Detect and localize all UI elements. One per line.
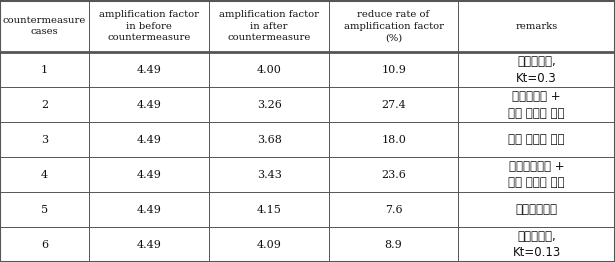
Text: 3.26: 3.26 xyxy=(256,100,282,110)
Text: 8.9: 8.9 xyxy=(385,239,402,249)
Text: 3.68: 3.68 xyxy=(256,135,282,145)
Text: 7.6: 7.6 xyxy=(385,205,402,215)
Text: 1: 1 xyxy=(41,65,48,75)
Text: 6: 6 xyxy=(41,239,48,249)
Text: 4.00: 4.00 xyxy=(256,65,282,75)
Text: 5: 5 xyxy=(41,205,48,215)
Text: amplification factor
in after
countermeasure: amplification factor in after countermea… xyxy=(219,10,319,42)
Text: 4: 4 xyxy=(41,170,48,180)
Text: 4.49: 4.49 xyxy=(137,205,162,215)
Text: 10.9: 10.9 xyxy=(381,65,406,75)
Text: 투과방파제 +
항내 저반사 구조: 투과방파제 + 항내 저반사 구조 xyxy=(509,90,565,119)
Text: 불투과방파제 +
항내 저반사 구조: 불투과방파제 + 항내 저반사 구조 xyxy=(509,160,565,189)
Text: 18.0: 18.0 xyxy=(381,135,406,145)
Text: 23.6: 23.6 xyxy=(381,170,406,180)
Text: remarks: remarks xyxy=(515,22,558,31)
Text: 불투과방파제: 불투과방파제 xyxy=(515,203,558,216)
Text: 투과방파제,
Kt=0.3: 투과방파제, Kt=0.3 xyxy=(516,55,557,85)
Text: countermeasure
cases: countermeasure cases xyxy=(3,16,86,36)
Text: 항내 저반사 구조: 항내 저반사 구조 xyxy=(509,133,565,146)
Text: 3.43: 3.43 xyxy=(256,170,282,180)
Text: 27.4: 27.4 xyxy=(381,100,406,110)
Text: 4.49: 4.49 xyxy=(137,135,162,145)
Text: reduce rate of
amplification factor
(%): reduce rate of amplification factor (%) xyxy=(344,10,443,42)
Text: 2: 2 xyxy=(41,100,48,110)
Text: 4.15: 4.15 xyxy=(256,205,282,215)
Text: amplification factor
in before
countermeasure: amplification factor in before counterme… xyxy=(99,10,199,42)
Text: 3: 3 xyxy=(41,135,48,145)
Text: 4.09: 4.09 xyxy=(256,239,282,249)
Text: 4.49: 4.49 xyxy=(137,100,162,110)
Text: 4.49: 4.49 xyxy=(137,239,162,249)
Text: 투과방파제,
Kt=0.13: 투과방파제, Kt=0.13 xyxy=(512,230,561,259)
Text: 4.49: 4.49 xyxy=(137,170,162,180)
Text: 4.49: 4.49 xyxy=(137,65,162,75)
